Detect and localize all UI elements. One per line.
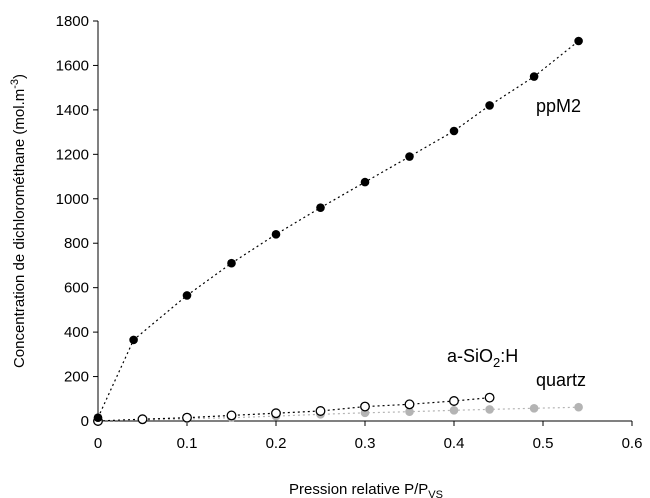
data-point-quartz (405, 407, 414, 416)
series-label-asio2h-sub: 2 (493, 355, 500, 370)
x-tick-label: 0.5 (533, 435, 554, 452)
y-tick-label: 800 (64, 235, 89, 252)
data-point-ppm2 (271, 230, 281, 239)
series-label-asio2h: a-SiO2:H (447, 346, 518, 370)
data-point-quartz (574, 402, 583, 412)
data-point-ppm2 (529, 72, 539, 81)
data-point-quartz (529, 404, 539, 413)
y-tick-label: 1600 (56, 57, 89, 74)
y-axis-title: Concentration de dichlorométhane (mol.m-… (9, 74, 28, 368)
series-line-quartz (97, 406, 579, 422)
series-label-quartz: quartz (536, 370, 586, 390)
data-point-quartz (449, 406, 459, 415)
data-point-asio (226, 410, 237, 421)
x-tick-label: 0.1 (177, 435, 198, 452)
y-axis-title-main: Concentration de dichlorométhane (mol.m (11, 89, 28, 368)
data-point-ppm2 (182, 291, 192, 300)
x-axis-title-main: Pression relative P/P (289, 481, 428, 498)
data-point-ppm2 (360, 177, 370, 187)
series-label-asio2h-main: a-SiO (447, 346, 493, 366)
x-tick-label: 0.4 (444, 435, 465, 452)
y-tick-label: 400 (64, 324, 89, 341)
data-point-ppm2 (449, 126, 459, 136)
x-axis-title: Pression relative P/PVS (289, 481, 443, 498)
series-label-ppm2: ppM2 (536, 96, 581, 116)
data-point-quartz (485, 405, 494, 414)
data-point-ppm2 (227, 258, 236, 268)
y-tick-label: 1200 (56, 146, 89, 163)
data-point-ppm2 (405, 152, 414, 161)
x-tick-label: 0.3 (355, 435, 376, 452)
y-tick-label: 0 (81, 413, 89, 430)
data-point-ppm2 (316, 203, 325, 212)
series-line-ppm2 (97, 40, 579, 418)
data-point-asio (360, 401, 370, 412)
data-point-ppm2 (93, 413, 103, 422)
series-line-asio (97, 397, 490, 422)
data-point-asio (271, 408, 281, 419)
data-point-asio (404, 399, 415, 410)
data-point-ppm2 (129, 335, 138, 345)
data-point-asio (137, 414, 148, 425)
x-tick-label: 0 (94, 435, 102, 452)
series-label-asio2h-end: :H (500, 346, 518, 366)
data-point-asio (182, 412, 192, 423)
x-tick-label: 0.2 (266, 435, 287, 452)
data-point-asio (484, 392, 495, 403)
y-tick-label: 1800 (56, 13, 89, 30)
y-tick-label: 1000 (56, 191, 89, 208)
data-point-ppm2 (485, 101, 494, 110)
tick-labels: 0 0.1 0.2 0.3 0.4 0.5 0.6 0 200 400 600 800 1000 1200… (56, 13, 643, 452)
data-point-asio (449, 396, 459, 406)
series-layer (93, 36, 583, 426)
y-tick-label: 600 (64, 280, 89, 297)
y-tick-label: 200 (64, 369, 89, 386)
data-point-ppm2 (574, 36, 583, 46)
y-axis-title-sup: -3 (9, 79, 21, 89)
y-axis-title-end: ) (11, 74, 28, 79)
y-tick-label: 1400 (56, 102, 89, 119)
axes (93, 20, 633, 426)
x-axis-title-sub: VS (428, 489, 443, 498)
data-point-asio (315, 406, 326, 416)
x-tick-label: 0.6 (622, 435, 643, 452)
